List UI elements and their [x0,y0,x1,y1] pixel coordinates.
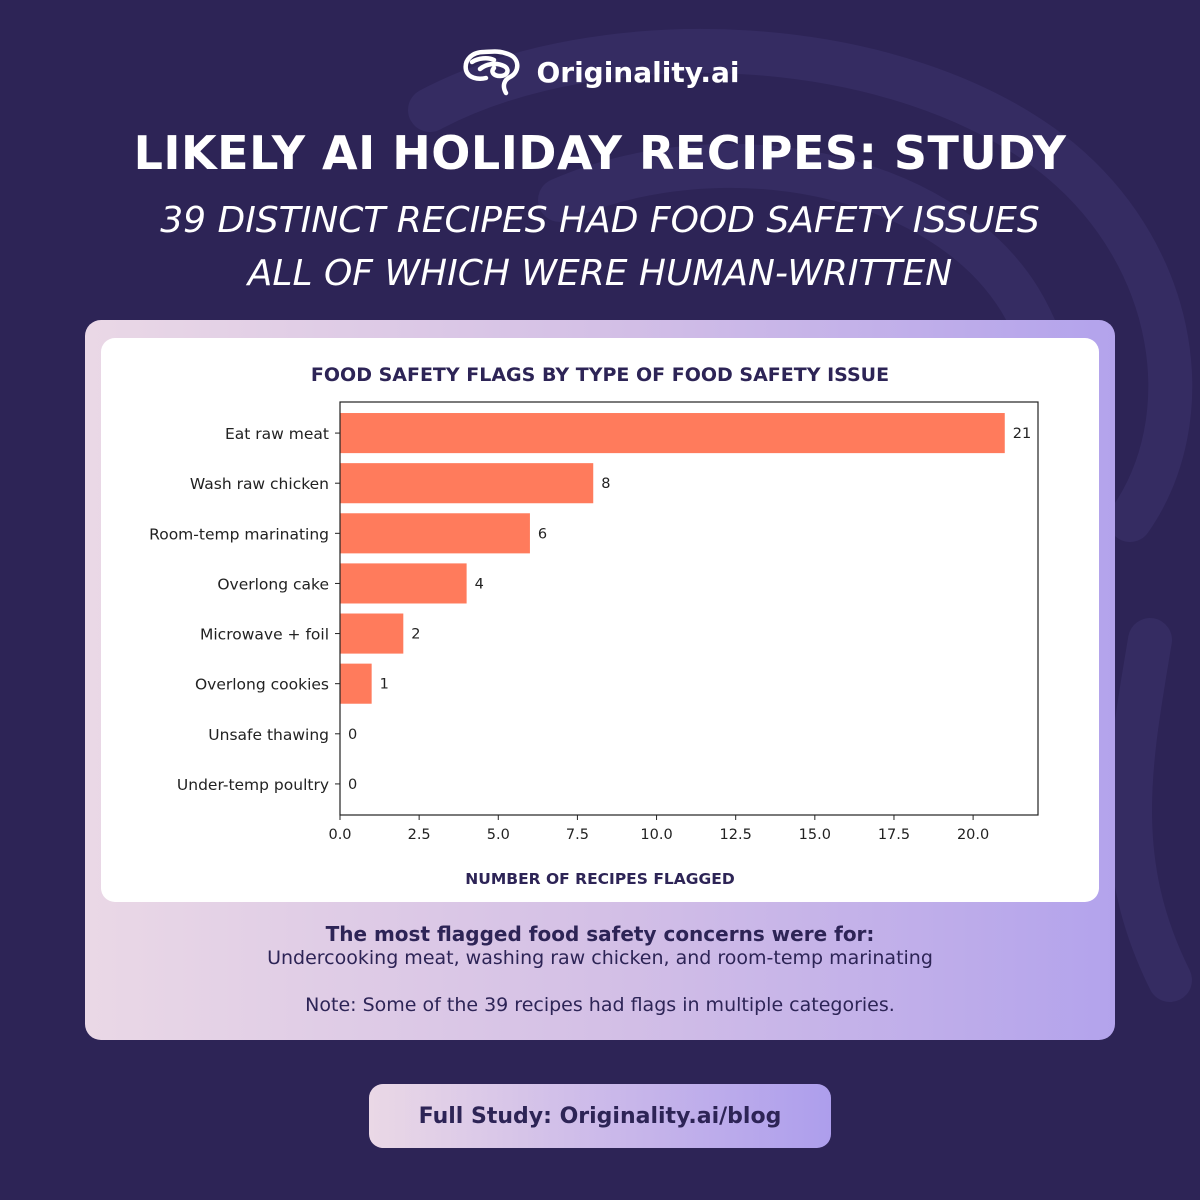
y-tick-label: Eat raw meat [225,425,329,443]
data-label: 0 [348,777,357,793]
y-tick-label: Wash raw chicken [190,475,329,493]
brand-header: Originality.ai [0,44,1200,100]
page-title: LIKELY AI HOLIDAY RECIPES: STUDY [133,126,1067,180]
x-tick-label: 20.0 [957,827,989,843]
y-tick-label: Room-temp marinating [149,525,329,543]
summary-title: The most flagged food safety concerns we… [325,922,875,946]
subtitle-line-2: ALL OF WHICH WERE HUMAN-WRITTEN [247,253,953,294]
chart-title: FOOD SAFETY FLAGS BY TYPE OF FOOD SAFETY… [311,364,889,386]
bar-chart: FOOD SAFETY FLAGS BY TYPE OF FOOD SAFETY… [149,364,1039,888]
x-axis-label: NUMBER OF RECIPES FLAGGED [465,870,735,888]
y-tick-label: Under-temp poultry [177,776,329,794]
full-study-button[interactable]: Full Study: Originality.ai/blog [369,1084,831,1148]
data-label: 1 [380,677,389,693]
brain-icon [463,49,520,96]
y-tick-label: Overlong cookies [195,676,329,694]
x-tick-label: 10.0 [640,827,672,843]
y-tick-label: Microwave + foil [200,626,329,644]
bar [340,563,467,604]
data-label: 6 [538,526,547,542]
bar [340,463,594,504]
x-tick-label: 15.0 [799,827,831,843]
chart-card: FOOD SAFETY FLAGS BY TYPE OF FOOD SAFETY… [101,338,1099,902]
x-tick-label: 12.5 [720,827,752,843]
x-tick-label: 2.5 [408,827,431,843]
y-tick-label: Unsafe thawing [208,726,329,744]
brand-name: Originality.ai [536,55,740,89]
bar [340,513,530,554]
data-label: 8 [601,476,610,492]
bar [340,663,372,704]
y-tick-label: Overlong cake [217,575,329,593]
data-label: 2 [411,627,420,643]
bar [340,413,1005,454]
results-panel: FOOD SAFETY FLAGS BY TYPE OF FOOD SAFETY… [85,320,1115,1040]
full-study-label: Full Study: Originality.ai/blog [418,1103,782,1129]
data-label: 21 [1013,426,1031,442]
x-tick-label: 17.5 [878,827,910,843]
summary-note: Note: Some of the 39 recipes had flags i… [305,994,895,1016]
x-tick-label: 5.0 [487,827,510,843]
data-label: 4 [475,576,484,592]
subtitle-line-1: 39 DISTINCT RECIPES HAD FOOD SAFETY ISSU… [160,200,1040,241]
bar [340,613,404,654]
summary-body: Undercooking meat, washing raw chicken, … [267,947,933,969]
data-label: 0 [348,727,357,743]
plot-frame [339,401,1039,816]
x-tick-label: 7.5 [566,827,589,843]
x-tick-label: 0.0 [328,827,351,843]
